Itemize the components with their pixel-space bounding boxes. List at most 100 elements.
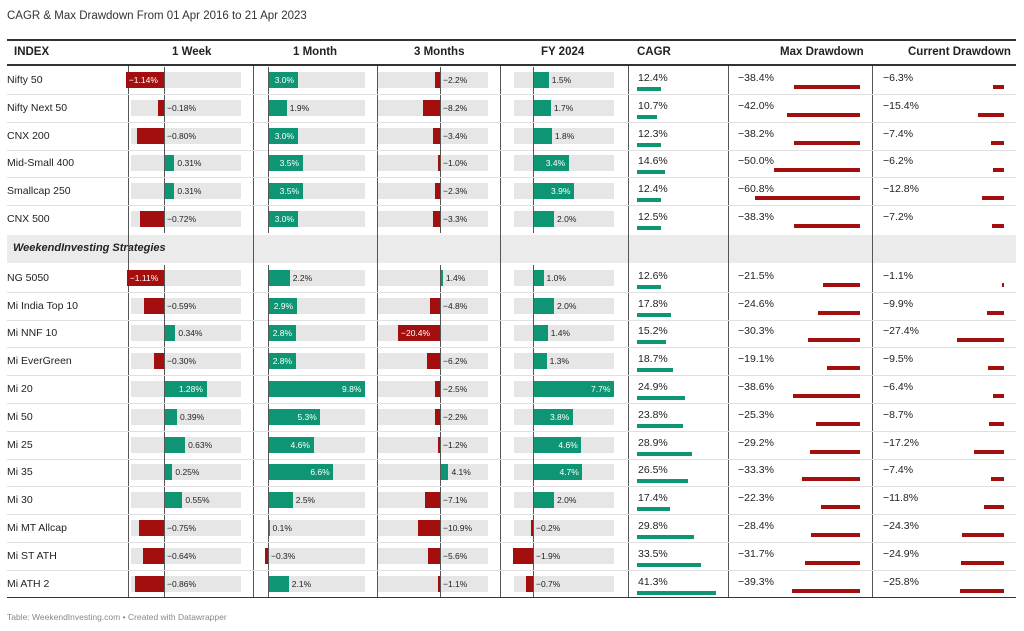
w1-value: 0.31% [177, 158, 202, 169]
w1-zero-line [164, 178, 165, 206]
m1-bar [265, 547, 268, 564]
row-label: Mi India Top 10 [7, 299, 79, 312]
current-drawdown-bar [974, 449, 1004, 454]
cagr-bar [637, 312, 672, 317]
current-drawdown-value: −9.9% [883, 297, 914, 310]
m3-value: 1.4% [445, 272, 466, 283]
m3-zero-line [440, 431, 441, 459]
m1-bar [268, 436, 314, 453]
max-drawdown-value: −28.4% [738, 520, 774, 532]
m3-bar [430, 297, 440, 314]
max-drawdown-value: −38.3% [738, 211, 774, 223]
m3-bar [435, 72, 440, 88]
row-divider [7, 403, 1016, 404]
row-divider [7, 205, 1016, 207]
cagr-bar [637, 170, 665, 175]
fy-bar [533, 436, 582, 453]
fy-value: 2.0% [557, 495, 577, 506]
m1-value: 5.3% [297, 411, 317, 422]
max-drawdown-bar [794, 140, 860, 145]
current-drawdown-bar [983, 505, 1004, 510]
m3-zero-line [440, 150, 441, 178]
w1-zero-line [164, 122, 165, 150]
w1-bar [164, 183, 175, 200]
m3-value: −2.3% [443, 186, 468, 197]
cagr-value: 17.8% [638, 297, 668, 310]
w1-bar [125, 72, 164, 88]
cagr-value: 26.5% [638, 464, 668, 477]
fy-bar [533, 381, 614, 397]
m1-zero-line [268, 292, 269, 320]
m1-zero-line [268, 264, 269, 292]
m3-value: −2.5% [443, 384, 468, 394]
m1-bar [268, 325, 296, 342]
w1-zero-line [164, 570, 165, 598]
w1-value: −1.14% [128, 75, 158, 85]
cagr-bar [637, 142, 661, 147]
fy-zero-line [533, 292, 534, 320]
cagr-bar [637, 507, 671, 512]
fy-zero-line [533, 348, 534, 376]
current-drawdown-value: −1.1% [883, 269, 914, 282]
current-drawdown-bar [989, 421, 1004, 426]
m3-track [378, 408, 488, 425]
w1-track [131, 436, 241, 453]
w1-value: −0.80% [167, 130, 197, 141]
m3-zero-line [440, 178, 441, 206]
w1-bar [135, 575, 164, 592]
w1-bar [164, 381, 207, 397]
m3-bar [425, 492, 440, 509]
max-drawdown-bar [755, 196, 860, 201]
m3-value: −7.1% [443, 495, 468, 506]
m1-zero-line [268, 178, 269, 206]
current-drawdown-value: −8.7% [883, 408, 914, 421]
current-drawdown-value: −6.2% [883, 155, 914, 168]
w1-bar [164, 436, 186, 453]
m1-track [268, 547, 365, 564]
m3-zero-line [440, 292, 441, 320]
w1-bar [138, 520, 164, 536]
cagr-value: 18.7% [638, 353, 668, 366]
w1-bar [139, 211, 164, 227]
w1-zero-line [164, 376, 165, 403]
cagr-value: 41.3% [638, 575, 668, 588]
m3-track [378, 575, 488, 592]
m3-zero-line [440, 67, 441, 94]
max-drawdown-bar [787, 112, 860, 117]
max-drawdown-value: −60.8% [738, 183, 774, 196]
max-drawdown-value: −33.3% [738, 464, 774, 477]
current-drawdown-value: −24.9% [883, 547, 919, 560]
max-drawdown-bar [773, 168, 860, 173]
header-bottom-rule [7, 64, 1016, 66]
fy-bar [533, 492, 555, 509]
cagr-value: 29.8% [638, 520, 668, 532]
m3-track [378, 464, 488, 481]
m1-zero-line [268, 348, 269, 376]
m1-zero-line [268, 320, 269, 348]
current-drawdown-value: −6.3% [883, 72, 914, 84]
row-divider [7, 569, 1016, 571]
fy-value: 4.6% [558, 439, 578, 450]
m3-zero-line [440, 94, 441, 122]
fy-bar [533, 211, 555, 227]
fy-zero-line [533, 431, 534, 459]
m3-bar [437, 436, 440, 453]
section-label: WeekendInvesting Strategies [13, 241, 166, 254]
cagr-bar [637, 340, 667, 345]
m1-zero-line [268, 150, 269, 178]
m3-zero-line [440, 403, 441, 431]
column-separator [128, 66, 129, 597]
w1-zero-line [164, 67, 165, 94]
cagr-value: 12.4% [638, 183, 668, 196]
fy-bar [533, 408, 573, 425]
m3-bar [437, 575, 440, 592]
m1-value: 2.1% [291, 578, 312, 589]
cagr-bar [637, 479, 688, 484]
footer-credit: Table: WeekendInvesting.com • Created wi… [7, 612, 227, 622]
m1-bar [268, 99, 287, 116]
fy-zero-line [533, 515, 534, 542]
m1-track [268, 99, 365, 116]
w1-track [131, 155, 241, 172]
m1-track [268, 269, 365, 286]
row-label: Mi 50 [7, 410, 33, 423]
